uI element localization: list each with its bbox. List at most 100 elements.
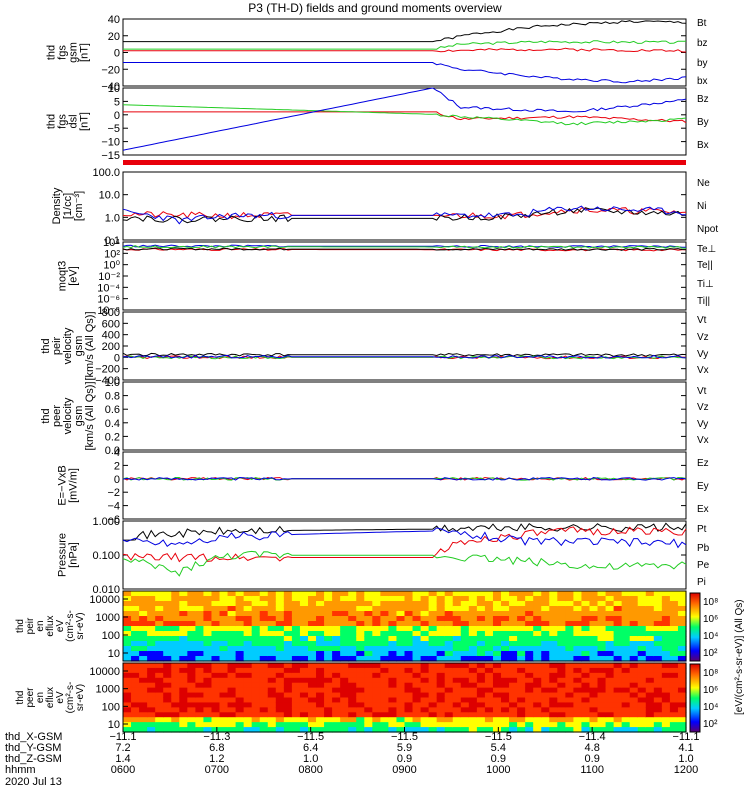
spectrogram-cell: [316, 692, 325, 699]
spectrogram-cell: [517, 641, 526, 647]
spectrogram-cell: [340, 611, 349, 617]
spectrogram-cell: [179, 677, 188, 684]
spectrogram-cell: [549, 677, 558, 684]
colorbar-tick-label: 10⁶: [703, 614, 718, 625]
spectrogram-cell: [509, 616, 518, 622]
spectrogram-cell: [195, 631, 205, 637]
spectrogram-cell: [565, 727, 574, 733]
spectrogram-cell: [460, 727, 470, 733]
spectrogram-cell: [171, 636, 180, 642]
spectrogram-cell: [291, 621, 301, 627]
spectrogram-cell: [677, 702, 687, 708]
spectrogram-cell: [372, 651, 381, 657]
spectrogram-cell: [492, 646, 502, 652]
spectrogram-cell: [299, 616, 309, 622]
x-axis-value: 7.2: [115, 742, 130, 754]
y-tick-label: 400: [102, 330, 120, 342]
spectrogram-cell: [235, 712, 245, 718]
spectrogram-cell: [501, 606, 510, 612]
spectrogram-cell: [597, 646, 607, 652]
spectrogram-cell: [332, 601, 341, 607]
spectrogram-cell: [420, 702, 430, 708]
spectrogram-cell: [533, 672, 542, 679]
spectrogram-cell: [259, 682, 269, 689]
spectrogram-cell: [243, 667, 253, 674]
spectrogram-cell: [661, 656, 671, 662]
spectrogram-cell: [332, 611, 341, 617]
spectrogram-cell: [597, 697, 607, 704]
spectrogram-cell: [380, 636, 390, 642]
spectrogram-cell: [661, 591, 671, 597]
spectrogram-cell: [444, 651, 454, 657]
spectrogram-cell: [267, 682, 277, 689]
spectrogram-cell: [476, 687, 486, 694]
series-line-pt: [123, 522, 687, 541]
spectrogram-cell: [396, 692, 406, 699]
spectrogram-cell: [227, 687, 237, 694]
spectrogram-cell: [420, 591, 430, 597]
spectrogram-cell: [645, 606, 655, 612]
spectrogram-cell: [621, 727, 631, 733]
spectrogram-cell: [388, 712, 398, 718]
spectrogram-cell: [332, 687, 341, 694]
spectrogram-cell: [436, 651, 446, 657]
spectrogram-cell: [163, 687, 172, 694]
spectrogram-cell: [131, 626, 140, 632]
spectrogram-cell: [388, 722, 398, 728]
y-tick-label: −4: [107, 501, 120, 513]
spectrogram-cell: [372, 702, 381, 708]
spectrogram-cell: [509, 596, 518, 602]
y-axis-label-line: gsm: [73, 336, 85, 357]
x-axis-value: 5.4: [491, 742, 506, 754]
colorbar-tick-label: 10⁴: [703, 702, 718, 713]
spectrogram-cell: [131, 651, 140, 657]
spectrogram-cell: [163, 656, 172, 662]
spectrogram-cell: [444, 591, 454, 597]
spectrogram-cell: [597, 677, 607, 684]
spectrogram-cell: [637, 672, 647, 679]
spectrogram-cell: [581, 646, 591, 652]
spectrogram-cell: [291, 616, 301, 622]
y-tick-label: 40: [108, 14, 120, 26]
legend-vy: Vy: [697, 349, 708, 360]
spectrogram-cell: [227, 663, 237, 669]
y-axis-label-line: velocity: [62, 327, 74, 364]
spectrogram-cell: [243, 687, 253, 694]
spectrogram-cell: [605, 626, 615, 632]
spectrogram-cell: [340, 621, 349, 627]
spectrogram-cell: [267, 722, 277, 728]
spectrogram-cell: [340, 606, 349, 612]
spectrogram-cell: [565, 692, 574, 699]
spectrogram-cell: [525, 631, 534, 637]
spectrogram-cell: [283, 663, 293, 669]
spectrogram-cell: [291, 626, 301, 632]
spectrogram-cell: [621, 591, 631, 597]
spectrogram-cell: [163, 707, 172, 713]
spectrogram-cell: [581, 727, 591, 733]
spectrogram-cell: [541, 672, 550, 679]
spectrogram-cell: [645, 641, 655, 647]
spectrogram-cell: [509, 722, 518, 728]
spectrogram-cell: [549, 656, 558, 662]
legend-bz: Bz: [697, 94, 709, 105]
spectrogram-cell: [549, 672, 558, 679]
spectrogram-cell: [348, 611, 357, 617]
spectrogram-cell: [637, 712, 647, 718]
spectrogram-cell: [291, 717, 301, 723]
spectrogram-cell: [187, 636, 196, 642]
legend-bx: Bx: [697, 140, 709, 151]
spectrogram-cell: [661, 641, 671, 647]
spectrogram-cell: [139, 596, 148, 602]
y-axis-label-line: [km/s (All Qs)]: [84, 381, 96, 450]
spectrogram-cell: [509, 646, 518, 652]
spectrogram-cell: [557, 692, 566, 699]
spectrogram-cell: [428, 682, 438, 689]
spectrogram-cell: [412, 692, 422, 699]
spectrogram-cell: [364, 626, 373, 632]
spectrogram-cell: [195, 687, 205, 694]
spectrogram-cell: [123, 656, 132, 662]
y-tick-label: 0: [114, 352, 120, 364]
spectrogram-cell: [621, 692, 631, 699]
spectrogram-cell: [452, 646, 462, 652]
spectrogram-cell: [533, 697, 542, 704]
